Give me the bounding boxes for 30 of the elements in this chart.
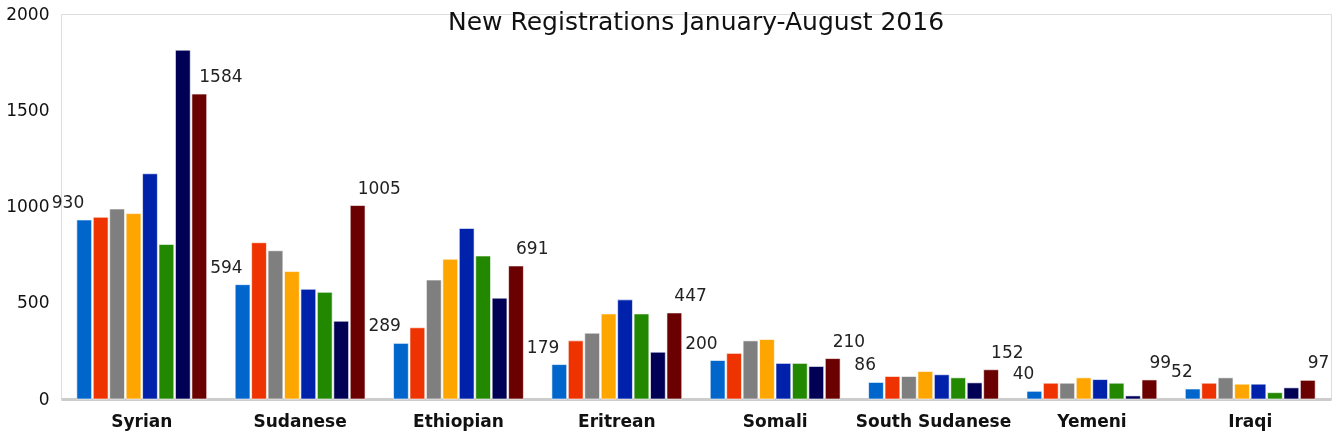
x-tick-label: South Sudanese: [855, 410, 1012, 431]
data-label: 210: [832, 330, 866, 351]
y-tick-label: 2000: [6, 3, 50, 24]
x-tick-label: Somali: [742, 410, 808, 431]
x-tick-label: Eritrean: [578, 410, 656, 431]
data-label: 179: [526, 336, 560, 357]
data-label: 52: [1171, 360, 1193, 381]
data-label: 447: [674, 284, 707, 305]
data-label: 200: [685, 332, 718, 353]
data-label: 40: [1012, 363, 1035, 384]
data-label: 1005: [357, 177, 401, 198]
data-label: 152: [991, 341, 1024, 362]
chart-title: New Registrations January-August 2016: [447, 7, 945, 36]
y-tick-label: 500: [17, 292, 50, 313]
data-label: 1584: [199, 66, 243, 87]
y-tick-label: 1000: [6, 196, 50, 216]
y-tick-label: 0: [38, 388, 50, 409]
data-label: 930: [51, 191, 85, 212]
data-label: 289: [368, 315, 401, 336]
y-tick-label: 1500: [6, 99, 50, 120]
x-tick-label: Syrian: [111, 410, 173, 431]
data-label: 99: [1149, 351, 1172, 372]
data-label: 594: [210, 256, 243, 277]
data-label: 691: [516, 237, 549, 258]
x-tick-label: Sudanese: [253, 410, 347, 431]
data-label: 97: [1307, 352, 1330, 373]
data-label: 86: [854, 354, 876, 375]
x-tick-label: Iraqi: [1228, 410, 1273, 431]
x-tick-label: Ethiopian: [413, 410, 504, 431]
x-tick-label: Yemeni: [1056, 410, 1127, 431]
